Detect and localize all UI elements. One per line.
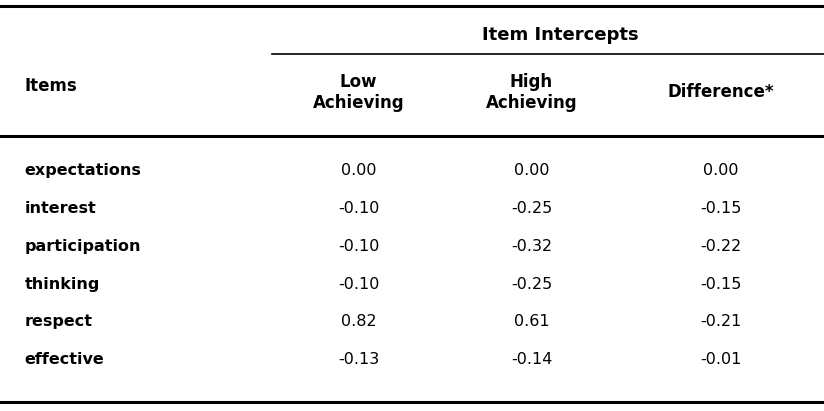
Text: Low
Achieving: Low Achieving bbox=[312, 73, 405, 112]
Text: interest: interest bbox=[25, 201, 96, 216]
Text: -0.10: -0.10 bbox=[338, 239, 379, 254]
Text: 0.61: 0.61 bbox=[513, 314, 550, 329]
Text: Item Intercepts: Item Intercepts bbox=[482, 26, 639, 44]
Text: -0.14: -0.14 bbox=[511, 352, 552, 367]
Text: 0.00: 0.00 bbox=[340, 163, 377, 178]
Text: High
Achieving: High Achieving bbox=[485, 73, 578, 112]
Text: Difference*: Difference* bbox=[667, 83, 775, 102]
Text: -0.01: -0.01 bbox=[700, 352, 742, 367]
Text: -0.13: -0.13 bbox=[338, 352, 379, 367]
Text: 0.00: 0.00 bbox=[703, 163, 739, 178]
Text: -0.25: -0.25 bbox=[511, 201, 552, 216]
Text: 0.00: 0.00 bbox=[513, 163, 550, 178]
Text: 0.82: 0.82 bbox=[340, 314, 377, 329]
Text: thinking: thinking bbox=[25, 277, 100, 291]
Text: Items: Items bbox=[25, 77, 77, 95]
Text: -0.10: -0.10 bbox=[338, 277, 379, 291]
Text: expectations: expectations bbox=[25, 163, 142, 178]
Text: -0.15: -0.15 bbox=[700, 277, 742, 291]
Text: effective: effective bbox=[25, 352, 105, 367]
Text: -0.15: -0.15 bbox=[700, 201, 742, 216]
Text: -0.22: -0.22 bbox=[700, 239, 742, 254]
Text: participation: participation bbox=[25, 239, 141, 254]
Text: -0.21: -0.21 bbox=[700, 314, 742, 329]
Text: respect: respect bbox=[25, 314, 93, 329]
Text: -0.10: -0.10 bbox=[338, 201, 379, 216]
Text: -0.32: -0.32 bbox=[511, 239, 552, 254]
Text: -0.25: -0.25 bbox=[511, 277, 552, 291]
